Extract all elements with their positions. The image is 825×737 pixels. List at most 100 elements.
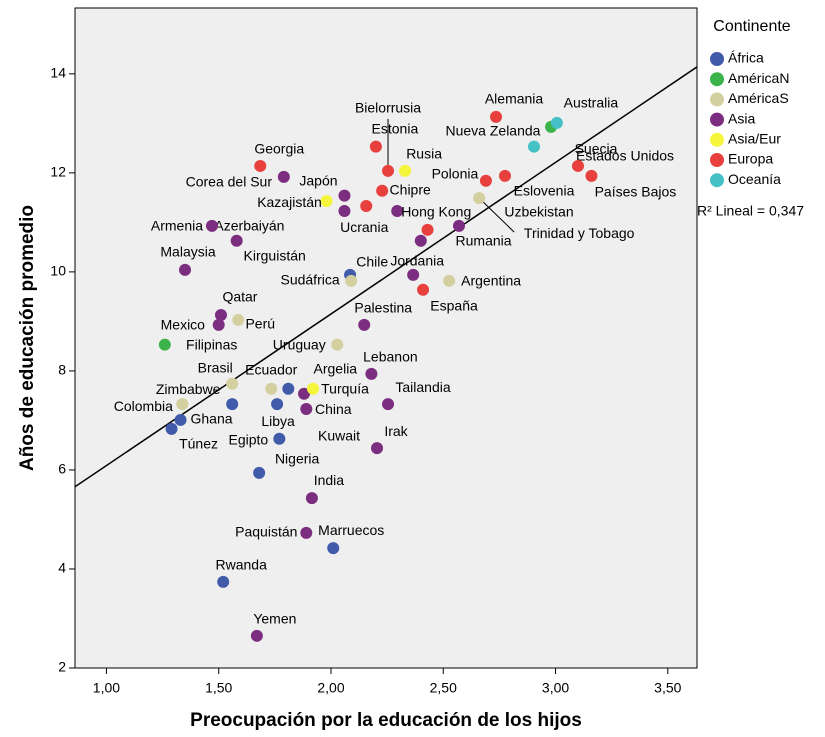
legend-label: AméricaS bbox=[728, 90, 789, 106]
y-tick-label: 10 bbox=[50, 263, 66, 279]
point bbox=[176, 398, 189, 411]
point-label: Ucrania bbox=[340, 219, 388, 235]
leader-line bbox=[478, 197, 515, 233]
point bbox=[305, 492, 318, 505]
point-label: Georgia bbox=[254, 141, 304, 157]
point-label: Palestina bbox=[354, 300, 412, 316]
legend-swatch bbox=[710, 72, 724, 87]
point bbox=[338, 205, 351, 218]
point-label: Trinidad y Tobago bbox=[524, 225, 635, 241]
point bbox=[158, 338, 171, 351]
point bbox=[271, 398, 284, 411]
point-label: Eslovenia bbox=[514, 183, 575, 199]
x-tick-label: 3,00 bbox=[542, 680, 569, 696]
point bbox=[417, 283, 430, 296]
y-tick-label: 14 bbox=[50, 65, 66, 81]
point bbox=[300, 526, 313, 539]
point-label: Libya bbox=[261, 413, 295, 429]
point bbox=[407, 268, 420, 281]
point-label: Hong Kong bbox=[401, 204, 471, 220]
y-tick-label: 4 bbox=[58, 560, 66, 576]
point-label: Rumania bbox=[456, 233, 512, 249]
point-label: Chipre bbox=[390, 181, 431, 197]
point-label: Corea del Sur bbox=[186, 174, 273, 190]
legend-label: Oceanía bbox=[728, 171, 781, 187]
x-tick-label: 1,00 bbox=[93, 680, 120, 696]
point-label: India bbox=[314, 472, 345, 488]
point bbox=[421, 223, 434, 236]
point bbox=[360, 200, 373, 213]
point-label: Lebanon bbox=[363, 349, 418, 365]
legend-label: AméricaN bbox=[728, 70, 789, 86]
point bbox=[382, 398, 395, 411]
point bbox=[165, 422, 178, 435]
point bbox=[214, 308, 227, 321]
legend-swatch bbox=[710, 132, 724, 147]
point bbox=[298, 387, 311, 400]
point bbox=[273, 432, 286, 445]
point bbox=[179, 263, 192, 276]
point-label: Zimbabwe bbox=[156, 381, 221, 397]
point-label: Qatar bbox=[222, 289, 257, 305]
point bbox=[358, 318, 371, 331]
point-label: Túnez bbox=[179, 436, 218, 452]
y-axis-title: Años de educación promedio bbox=[17, 205, 38, 471]
point-label: Bielorrusia bbox=[355, 100, 421, 116]
legend-title: Continente bbox=[713, 18, 790, 35]
x-tick-label: 1,50 bbox=[205, 680, 232, 696]
point-label: Suecia bbox=[575, 141, 618, 157]
point bbox=[250, 629, 263, 642]
point-label: Australia bbox=[564, 95, 619, 111]
point-label: Alemania bbox=[485, 91, 544, 107]
point bbox=[205, 219, 218, 232]
point bbox=[473, 192, 486, 205]
point-label: España bbox=[430, 297, 478, 313]
legend-label: Europa bbox=[728, 151, 773, 167]
point-label: Sudáfrica bbox=[280, 272, 339, 288]
point bbox=[320, 195, 333, 208]
point bbox=[443, 274, 456, 287]
point bbox=[282, 382, 295, 395]
y-tick-label: 6 bbox=[58, 461, 66, 477]
legend-swatch bbox=[710, 173, 724, 188]
point-label: Chile bbox=[356, 254, 388, 270]
point bbox=[391, 205, 404, 218]
point-label: Turquía bbox=[321, 380, 369, 396]
point-label: Nigeria bbox=[275, 451, 320, 467]
point-label: Brasil bbox=[198, 360, 233, 376]
point bbox=[490, 110, 503, 123]
point bbox=[571, 159, 584, 172]
point bbox=[452, 219, 465, 232]
point-label: Azerbaiyán bbox=[214, 218, 284, 234]
point bbox=[265, 382, 278, 395]
point bbox=[399, 164, 412, 177]
point bbox=[217, 575, 230, 588]
point bbox=[226, 398, 239, 411]
x-tick-label: 3,50 bbox=[654, 680, 681, 696]
y-tick-label: 12 bbox=[50, 164, 66, 180]
point-label: Uzbekistan bbox=[504, 204, 573, 220]
point bbox=[254, 159, 267, 172]
point bbox=[212, 318, 225, 331]
point-label: Rwanda bbox=[216, 557, 268, 573]
legend-swatch bbox=[710, 92, 724, 107]
point-label: Estados Unidos bbox=[576, 148, 674, 164]
point-label: Argelia bbox=[314, 360, 358, 376]
point bbox=[365, 367, 378, 380]
point-label: Perú bbox=[245, 316, 275, 332]
point-label: Egipto bbox=[228, 431, 268, 447]
point-label: Nueva Zelanda bbox=[446, 122, 541, 138]
point-label: Japón bbox=[299, 172, 337, 188]
point bbox=[550, 116, 563, 129]
point-label: Mexico bbox=[161, 316, 206, 332]
x-tick-label: 2,00 bbox=[317, 680, 344, 696]
point bbox=[226, 377, 239, 390]
point-label: Ghana bbox=[191, 411, 233, 427]
point-label: Filipinas bbox=[186, 337, 237, 353]
point bbox=[277, 170, 290, 183]
point bbox=[382, 164, 395, 177]
legend-label: Asia/Eur bbox=[728, 131, 781, 147]
point-label: China bbox=[315, 401, 352, 417]
point-label: Uruguay bbox=[273, 336, 326, 352]
legend-label: Asia bbox=[728, 110, 755, 126]
